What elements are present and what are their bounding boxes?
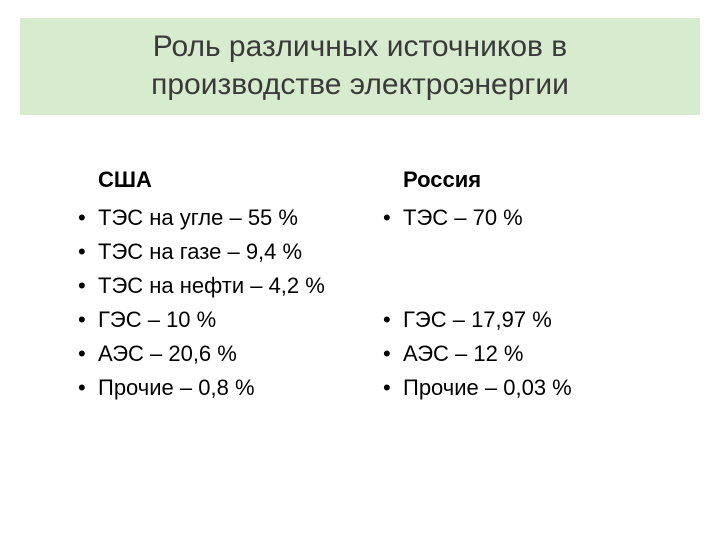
- slide-title-line-1: Роль различных источников в: [26, 28, 694, 66]
- column-heading-russia: Россия: [375, 167, 680, 193]
- list-russia: ТЭС – 70 % ГЭС – 17,97 % АЭС – 12 % Проч…: [375, 201, 680, 406]
- slide-title-banner: Роль различных источников в производстве…: [20, 18, 700, 115]
- slide-title-line-2: производстве электроэнергии: [26, 66, 694, 104]
- list-usa: ТЭС на угле – 55 % ТЭС на газе – 9,4 % Т…: [70, 201, 375, 406]
- column-usa: США ТЭС на угле – 55 % ТЭС на газе – 9,4…: [70, 167, 375, 406]
- content-columns: США ТЭС на угле – 55 % ТЭС на газе – 9,4…: [0, 115, 720, 406]
- list-item: ГЭС – 17,97 %: [375, 303, 680, 337]
- list-item: АЭС – 20,6 %: [70, 337, 375, 371]
- list-item: ТЭС на угле – 55 %: [70, 201, 375, 235]
- column-russia: Россия ТЭС – 70 % ГЭС – 17,97 % АЭС – 12…: [375, 167, 680, 406]
- list-item: ТЭС на газе – 9,4 %: [70, 235, 375, 269]
- list-item: АЭС – 12 %: [375, 337, 680, 371]
- list-item: Прочие – 0,03 %: [375, 371, 680, 405]
- list-item: ТЭС – 70 %: [375, 201, 680, 235]
- list-item: ГЭС – 10 %: [70, 303, 375, 337]
- column-heading-usa: США: [70, 167, 375, 193]
- list-item: ТЭС на нефти – 4,2 %: [70, 269, 375, 303]
- list-item: Прочие – 0,8 %: [70, 371, 375, 405]
